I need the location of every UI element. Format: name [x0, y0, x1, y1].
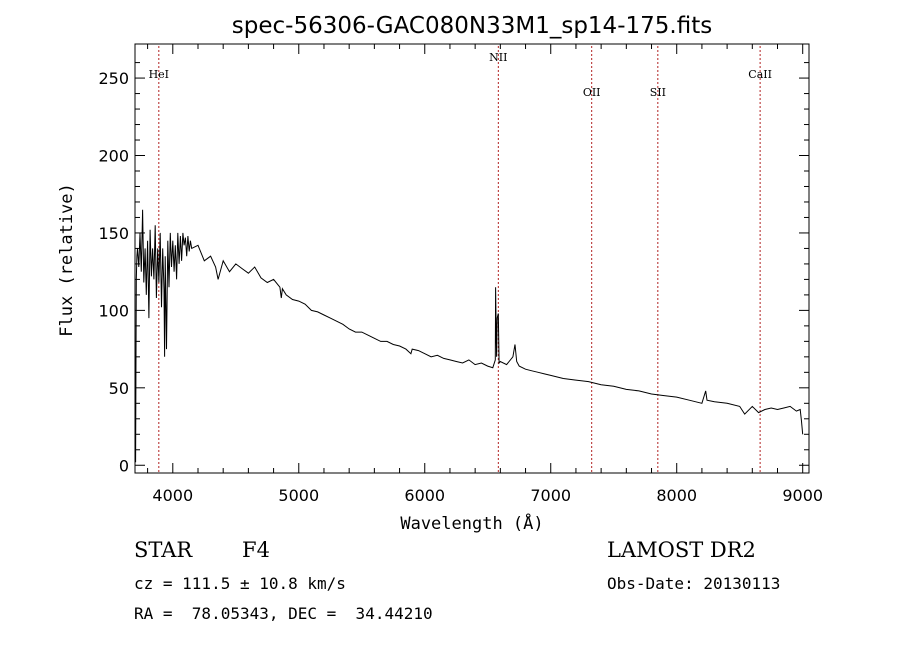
- coordinates-text: RA = 78.05343, DEC = 34.44210: [134, 604, 433, 623]
- chart-title: spec-56306-GAC080N33M1_sp14-175.fits: [232, 13, 712, 39]
- y-tick-label: 200: [98, 147, 129, 166]
- spectral-line-label: SII: [650, 86, 666, 99]
- plot-frame: [134, 43, 810, 474]
- x-tick-label: 7000: [530, 486, 571, 505]
- x-tick-label: 5000: [278, 486, 319, 505]
- redshift-text: cz = 111.5 ± 10.8 km/s: [134, 574, 346, 593]
- survey-label: LAMOST DR2: [607, 538, 756, 562]
- object-class: STAR: [134, 538, 193, 562]
- spectrum-line: [134, 209, 804, 463]
- x-axis: 4000 5000 6000 7000 8000 9000: [147, 44, 823, 505]
- object-subclass: F4: [242, 538, 270, 562]
- y-tick-label: 0: [119, 456, 129, 475]
- spectral-line-label: HeI: [149, 68, 169, 81]
- spectral-line-label: OII: [583, 86, 601, 99]
- y-tick-label: 150: [98, 224, 129, 243]
- obs-date-text: Obs-Date: 20130113: [607, 574, 781, 593]
- spectral-line-markers: HeI NII OII SII CaII: [149, 46, 772, 473]
- x-tick-label: 4000: [152, 486, 193, 505]
- x-axis-label: Wavelength (Å): [400, 512, 543, 534]
- x-tick-label: 9000: [782, 486, 823, 505]
- x-tick-label: 8000: [656, 486, 697, 505]
- x-tick-label: 6000: [404, 486, 445, 505]
- y-axis-label: Flux (relative): [57, 183, 77, 337]
- spectral-line-label: CaII: [748, 68, 772, 81]
- y-tick-label: 50: [109, 379, 129, 398]
- y-tick-label: 100: [98, 301, 129, 320]
- y-axis: 0 50 100 150 200 250: [98, 62, 809, 475]
- y-tick-label: 250: [98, 69, 129, 88]
- spectral-line-label: NII: [489, 51, 507, 64]
